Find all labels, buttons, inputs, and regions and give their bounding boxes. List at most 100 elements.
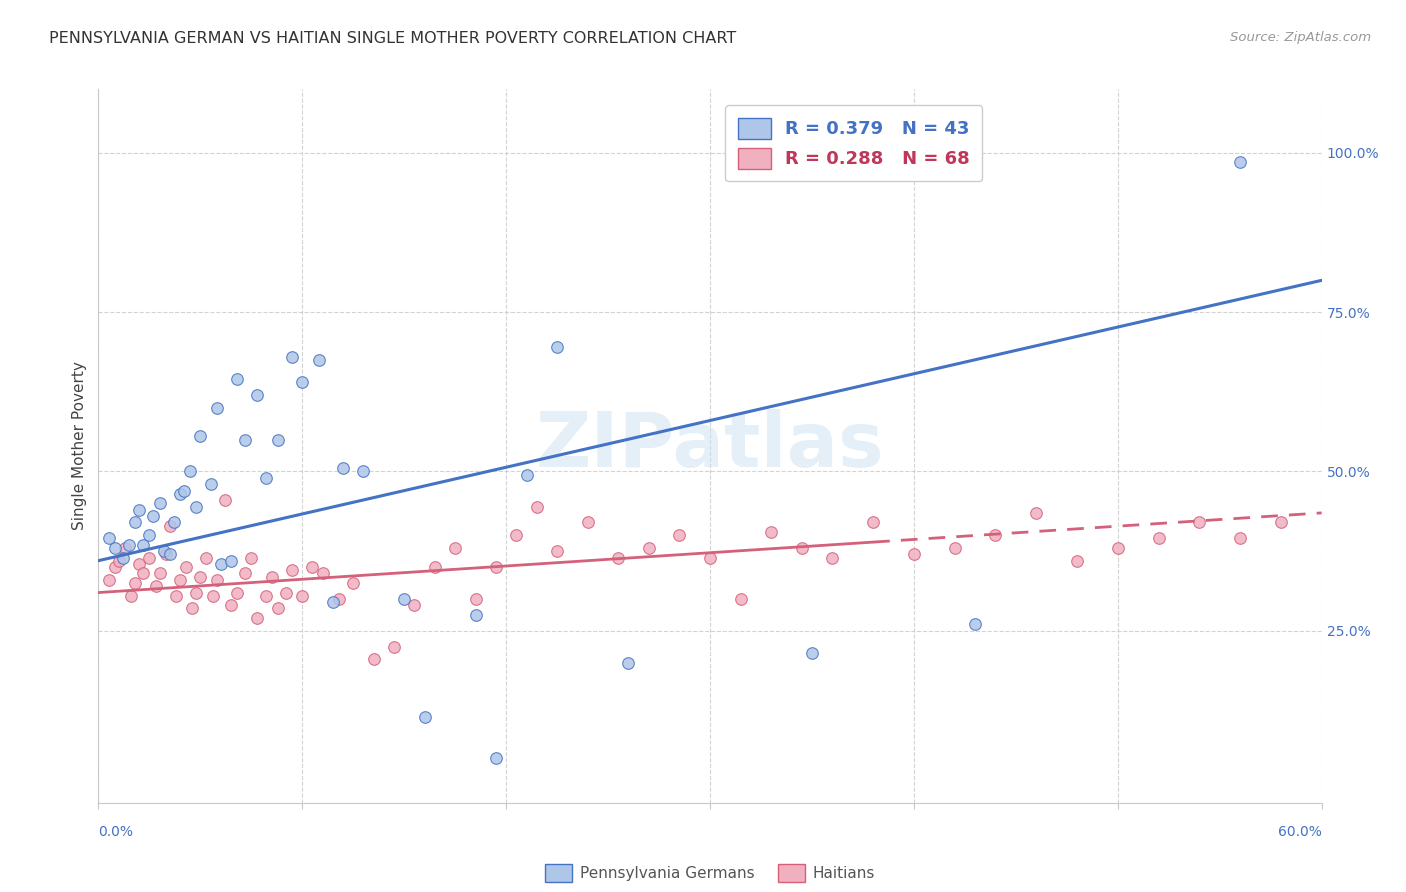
Point xyxy=(363,652,385,666)
Point xyxy=(790,541,813,555)
Point xyxy=(392,591,416,606)
Point xyxy=(464,607,486,622)
Point xyxy=(730,591,752,606)
Point xyxy=(617,656,640,670)
Point xyxy=(118,538,141,552)
Point xyxy=(668,528,690,542)
Point xyxy=(128,557,150,571)
Point xyxy=(209,557,232,571)
Point xyxy=(352,465,374,479)
Point xyxy=(104,560,127,574)
Point xyxy=(274,585,297,599)
Point xyxy=(246,388,269,402)
Point xyxy=(97,573,120,587)
Point xyxy=(546,544,568,558)
Point xyxy=(607,550,630,565)
Point xyxy=(233,433,256,447)
Point xyxy=(1229,532,1251,546)
Point xyxy=(233,566,256,581)
Point xyxy=(138,528,160,542)
Point xyxy=(444,541,467,555)
Point xyxy=(132,566,155,581)
Point xyxy=(382,640,405,654)
Point xyxy=(132,538,155,552)
Point xyxy=(413,710,436,724)
Point xyxy=(163,516,186,530)
Point xyxy=(281,350,304,364)
Point xyxy=(124,516,146,530)
Point xyxy=(114,541,136,555)
Point xyxy=(291,589,314,603)
Point xyxy=(124,576,146,591)
Point xyxy=(801,646,824,660)
Point xyxy=(423,560,446,574)
Point xyxy=(1229,155,1251,169)
Point xyxy=(159,547,181,561)
Point xyxy=(1107,541,1129,555)
Point xyxy=(322,595,344,609)
Point xyxy=(312,566,335,581)
Point xyxy=(200,477,222,491)
Point xyxy=(821,550,844,565)
Point xyxy=(195,550,218,565)
Point xyxy=(254,471,277,485)
Point xyxy=(576,516,599,530)
Point xyxy=(152,544,174,558)
Point xyxy=(1147,532,1170,546)
Point xyxy=(128,502,150,516)
Point xyxy=(404,599,426,613)
Point xyxy=(179,465,201,479)
Point xyxy=(267,601,290,615)
Point xyxy=(546,340,568,354)
Point xyxy=(188,429,212,443)
Point xyxy=(342,576,364,591)
Point xyxy=(1188,516,1211,530)
Point xyxy=(328,591,350,606)
Point xyxy=(219,599,242,613)
Point xyxy=(291,376,314,390)
Point xyxy=(169,487,191,501)
Text: 0.0%: 0.0% xyxy=(98,825,134,839)
Point xyxy=(174,560,197,574)
Point xyxy=(155,547,177,561)
Point xyxy=(165,589,187,603)
Point xyxy=(761,524,783,539)
Text: Source: ZipAtlas.com: Source: ZipAtlas.com xyxy=(1230,31,1371,45)
Point xyxy=(485,751,508,765)
Point xyxy=(240,550,263,565)
Point xyxy=(149,566,172,581)
Point xyxy=(108,554,131,568)
Point xyxy=(201,589,224,603)
Point xyxy=(188,569,212,583)
Point xyxy=(219,554,242,568)
Text: 60.0%: 60.0% xyxy=(1278,825,1322,839)
Point xyxy=(526,500,548,514)
Point xyxy=(205,573,228,587)
Point xyxy=(699,550,721,565)
Point xyxy=(205,401,228,415)
Point xyxy=(186,585,208,599)
Point xyxy=(332,461,354,475)
Point xyxy=(505,528,527,542)
Point xyxy=(308,353,330,368)
Point xyxy=(903,547,925,561)
Point xyxy=(169,573,191,587)
Point xyxy=(246,611,269,625)
Point xyxy=(104,541,127,555)
Point xyxy=(267,433,290,447)
Point xyxy=(516,467,538,482)
Point xyxy=(186,500,208,514)
Point xyxy=(173,483,195,498)
Point xyxy=(159,518,181,533)
Point xyxy=(111,550,134,565)
Point xyxy=(1025,506,1047,520)
Point xyxy=(254,589,277,603)
Point xyxy=(862,516,884,530)
Point xyxy=(301,560,323,574)
Text: ZIPatlas: ZIPatlas xyxy=(536,409,884,483)
Point xyxy=(226,372,249,386)
Point xyxy=(145,579,167,593)
Point xyxy=(281,563,304,577)
Point xyxy=(943,541,966,555)
Point xyxy=(984,528,1007,542)
